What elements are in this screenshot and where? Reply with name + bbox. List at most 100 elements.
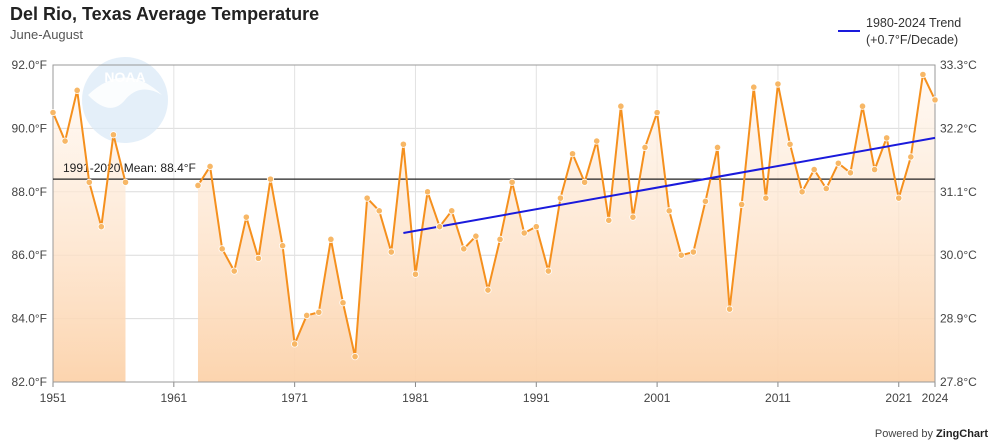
data-point[interactable]	[665, 207, 673, 215]
data-point[interactable]	[593, 137, 601, 145]
area-segment	[53, 90, 126, 383]
data-point[interactable]	[907, 153, 915, 161]
data-point[interactable]	[254, 254, 262, 262]
data-point[interactable]	[520, 229, 528, 237]
data-point[interactable]	[544, 267, 552, 275]
data-point[interactable]	[508, 178, 516, 186]
data-point[interactable]	[218, 245, 226, 253]
credit-prefix: Powered by	[874, 428, 933, 440]
data-point[interactable]	[532, 223, 540, 231]
x-tick-label: 2011	[765, 391, 791, 405]
data-point[interactable]	[629, 213, 637, 221]
axes: 82.0°F 27.8°C 84.0°F 28.9°C 86.0°F 30.0°C 88.0…	[12, 58, 978, 405]
data-point[interactable]	[641, 143, 649, 152]
data-point[interactable]	[303, 311, 311, 320]
data-point[interactable]	[266, 175, 275, 183]
y-tick-label-f: 82.0°F	[12, 375, 47, 389]
data-point[interactable]	[49, 108, 57, 117]
data-point[interactable]	[895, 194, 903, 202]
y-tick-label-f: 92.0°F	[12, 58, 47, 72]
area-fill	[53, 74, 935, 383]
data-point[interactable]	[726, 305, 734, 313]
legend-trend-label: 1980-2024 Trend (+0.7°F/Decade)	[866, 15, 961, 49]
y-tick-label-c: 28.9°C	[940, 312, 977, 326]
plot-border	[52, 64, 936, 383]
credit-brand[interactable]: ZingChart	[936, 428, 988, 440]
noaa-logo: NOAA	[82, 57, 168, 143]
data-point[interactable]	[387, 248, 395, 256]
data-point[interactable]	[61, 137, 69, 145]
data-point[interactable]	[677, 251, 685, 259]
data-point[interactable]	[460, 245, 468, 253]
data-point[interactable]	[919, 70, 927, 79]
series-line	[197, 73, 936, 358]
data-point[interactable]	[786, 140, 794, 148]
data-point[interactable]	[351, 353, 359, 361]
data-point[interactable]	[774, 80, 782, 88]
data-point[interactable]	[653, 108, 661, 117]
data-point[interactable]	[230, 267, 238, 275]
data-point[interactable]	[701, 197, 710, 205]
data-point[interactable]	[605, 216, 613, 224]
data-point[interactable]	[472, 232, 480, 240]
y-tick-label-c: 30.0°C	[940, 248, 977, 262]
data-point[interactable]	[339, 299, 347, 307]
data-point[interactable]	[858, 102, 867, 110]
y-tick-label-c: 31.1°C	[940, 185, 977, 199]
data-point[interactable]	[713, 143, 722, 152]
data-point[interactable]	[327, 235, 335, 243]
trend-line-group	[403, 136, 936, 234]
data-point[interactable]	[399, 140, 407, 148]
data-point[interactable]	[291, 340, 299, 348]
y-tick-label-c: 27.8°C	[940, 375, 977, 389]
data-point[interactable]	[423, 188, 432, 196]
data-point[interactable]	[810, 166, 818, 174]
y-tick-label-c: 32.2°C	[940, 121, 977, 135]
data-point[interactable]	[883, 134, 891, 142]
data-point[interactable]	[556, 194, 565, 202]
data-point[interactable]	[762, 194, 770, 202]
chart-title: Del Rio, Texas Average Temperature	[10, 4, 320, 24]
data-point[interactable]	[121, 178, 130, 186]
data-point[interactable]	[931, 96, 939, 104]
data-point[interactable]	[363, 194, 371, 202]
data-point[interactable]	[568, 150, 577, 158]
data-point[interactable]	[73, 86, 81, 94]
data-point[interactable]	[834, 159, 842, 167]
markers[interactable]	[49, 70, 939, 361]
data-point[interactable]	[846, 169, 855, 177]
data-point[interactable]	[206, 162, 214, 171]
data-point[interactable]	[448, 207, 456, 215]
data-point[interactable]	[411, 270, 420, 278]
y-tick-label-f: 88.0°F	[12, 185, 47, 199]
data-point[interactable]	[617, 102, 625, 110]
data-point[interactable]	[194, 181, 202, 190]
data-point[interactable]	[109, 131, 118, 139]
x-tick-label: 1951	[40, 391, 67, 405]
data-point[interactable]	[581, 178, 589, 186]
data-point[interactable]	[798, 188, 806, 196]
data-point[interactable]	[689, 248, 697, 256]
data-point[interactable]	[750, 83, 758, 91]
data-point[interactable]	[484, 286, 492, 294]
x-tick-label: 2024	[922, 391, 949, 405]
chart-subtitle: June-August	[10, 27, 83, 42]
data-point[interactable]	[436, 223, 444, 231]
data-point[interactable]	[738, 200, 746, 209]
x-tick-label: 1961	[160, 391, 187, 405]
logo-text: NOAA	[104, 69, 145, 85]
data-point[interactable]	[97, 223, 105, 231]
data-point[interactable]	[375, 207, 383, 215]
data-point[interactable]	[496, 235, 504, 243]
data-point[interactable]	[822, 185, 830, 193]
data-point[interactable]	[242, 213, 250, 221]
x-tick-label: 1981	[402, 391, 429, 405]
data-point[interactable]	[870, 166, 879, 174]
credit[interactable]: Powered by ZingChart	[875, 428, 988, 440]
legend-line2: (+0.7°F/Decade)	[866, 33, 959, 47]
data-point[interactable]	[315, 308, 323, 316]
data-point[interactable]	[278, 242, 287, 250]
x-tick-label: 1991	[523, 391, 550, 405]
data-point[interactable]	[85, 178, 93, 186]
